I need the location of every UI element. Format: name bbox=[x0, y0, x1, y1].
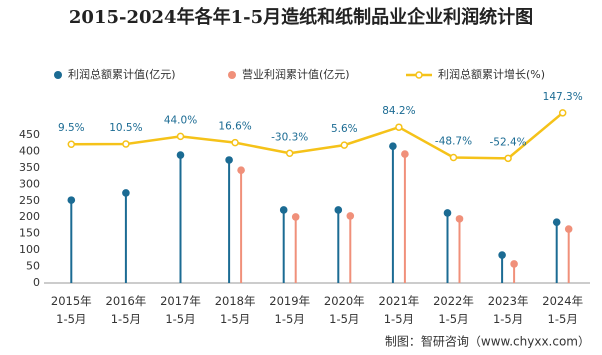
lollipop-head bbox=[176, 151, 185, 159]
growth-point bbox=[395, 123, 403, 131]
legend-swatch bbox=[54, 71, 62, 79]
y-tick-label: 250 bbox=[19, 194, 40, 207]
source: 制图：智研咨询（www.chyxx.com） bbox=[385, 334, 590, 349]
growth-point bbox=[504, 154, 512, 163]
y-tick-label: 300 bbox=[19, 177, 40, 190]
data-label: 16.6% bbox=[218, 121, 251, 133]
y-tick-label: 400 bbox=[19, 144, 40, 157]
y-tick-label: 150 bbox=[19, 227, 40, 240]
legend-label: 利润总额累计增长(%) bbox=[438, 67, 545, 81]
x-tick-label: 2024年 1-5月 bbox=[542, 294, 584, 326]
lollipop-head bbox=[67, 196, 76, 204]
growth-point bbox=[122, 140, 130, 148]
x-tick-label: 2023年 1-5月 bbox=[487, 294, 529, 326]
lollipop-head bbox=[389, 142, 397, 150]
data-label: 10.5% bbox=[109, 122, 142, 134]
y-tick-label: 350 bbox=[19, 161, 40, 174]
data-label: 84.2% bbox=[382, 105, 415, 117]
growth-line bbox=[71, 111, 564, 160]
lollipop-head bbox=[401, 150, 409, 158]
x-tick-label: 2017年 1-5月 bbox=[160, 294, 201, 326]
x-tick-label: 2021年 1-5月 bbox=[378, 294, 420, 326]
x-tick-label: 2015年 1-5月 bbox=[50, 294, 92, 326]
legend-label: 利润总额累计值(亿元) bbox=[68, 67, 176, 81]
lollipop-head bbox=[225, 156, 233, 164]
lollipop-head bbox=[443, 209, 452, 217]
y-tick-label: 100 bbox=[19, 243, 40, 256]
growth-point bbox=[449, 153, 458, 162]
y-tick-label: 50 bbox=[26, 260, 40, 273]
y-tick-label: 450 bbox=[19, 128, 40, 141]
data-label: -52.4% bbox=[490, 136, 527, 148]
x-tick-label: 2022年 1-5月 bbox=[433, 294, 474, 326]
lollipop-head bbox=[279, 206, 288, 214]
x-tick-label: 2019年 1-5月 bbox=[269, 294, 311, 326]
y-tick-label: 200 bbox=[19, 210, 40, 223]
data-label: 9.5% bbox=[58, 122, 85, 134]
data-label: 5.6% bbox=[331, 123, 358, 135]
growth-point bbox=[176, 132, 185, 141]
growth-point bbox=[558, 109, 567, 117]
lollipop-head bbox=[291, 213, 300, 221]
lollipop-head bbox=[455, 215, 464, 223]
legend-swatch bbox=[228, 71, 236, 79]
lollipop-head bbox=[122, 189, 130, 197]
x-tick-label: 2016年 1-5月 bbox=[105, 294, 147, 326]
lollipop-head bbox=[346, 212, 355, 220]
chart-title: 2015-2024年各年1-5月造纸和纸制品业企业利润统计图 bbox=[68, 7, 534, 28]
lollipop-head bbox=[498, 251, 506, 259]
data-label: 147.3% bbox=[543, 91, 583, 103]
lollipop-head bbox=[510, 260, 518, 268]
data-label: -48.7% bbox=[435, 135, 472, 147]
legend-swatch bbox=[415, 71, 423, 79]
growth-point bbox=[231, 138, 239, 147]
x-tick-label: 2018年 1-5月 bbox=[214, 294, 256, 326]
growth-point bbox=[285, 149, 294, 158]
x-tick-label: 2020年 1-5月 bbox=[323, 294, 365, 326]
data-label: -30.3% bbox=[271, 131, 308, 143]
lollipop-head bbox=[334, 206, 343, 214]
data-label: 44.0% bbox=[164, 114, 197, 126]
lollipop-head bbox=[552, 218, 561, 226]
y-tick-label: 0 bbox=[33, 276, 40, 289]
legend-label: 营业利润累计值(亿元) bbox=[242, 67, 350, 81]
growth-point bbox=[340, 141, 349, 149]
lollipop-head bbox=[564, 225, 573, 233]
growth-point bbox=[67, 140, 76, 148]
lollipop-head bbox=[237, 166, 245, 174]
